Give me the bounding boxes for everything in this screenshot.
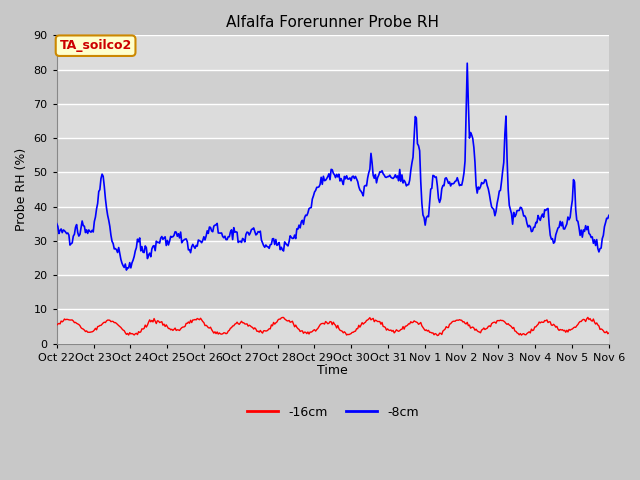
Bar bbox=[57, 172, 609, 207]
Bar bbox=[57, 207, 609, 241]
Bar bbox=[57, 138, 609, 172]
Bar bbox=[57, 70, 609, 104]
Text: TA_soilco2: TA_soilco2 bbox=[60, 39, 132, 52]
Legend: -16cm, -8cm: -16cm, -8cm bbox=[242, 401, 424, 424]
Y-axis label: Probe RH (%): Probe RH (%) bbox=[15, 148, 28, 231]
Bar bbox=[57, 104, 609, 138]
Title: Alfalfa Forerunner Probe RH: Alfalfa Forerunner Probe RH bbox=[227, 15, 439, 30]
Bar bbox=[57, 310, 609, 344]
Bar bbox=[57, 275, 609, 310]
X-axis label: Time: Time bbox=[317, 364, 348, 377]
Bar bbox=[57, 36, 609, 70]
Bar bbox=[57, 241, 609, 275]
